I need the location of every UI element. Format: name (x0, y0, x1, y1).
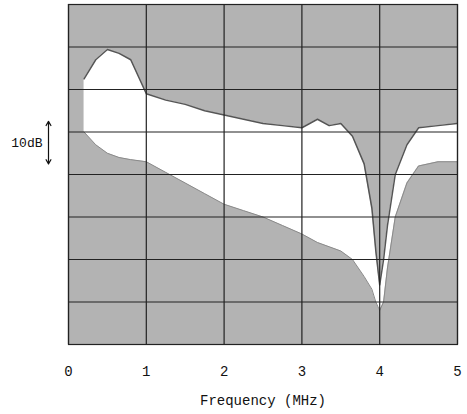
svg-text:Frequency (MHz): Frequency (MHz) (200, 393, 326, 409)
svg-text:10dB: 10dB (11, 136, 42, 151)
svg-text:3: 3 (298, 364, 306, 380)
svg-text:5: 5 (453, 364, 461, 380)
svg-text:0: 0 (64, 364, 72, 380)
svg-text:1: 1 (142, 364, 150, 380)
svg-text:2: 2 (220, 364, 228, 380)
svg-text:4: 4 (375, 364, 383, 380)
